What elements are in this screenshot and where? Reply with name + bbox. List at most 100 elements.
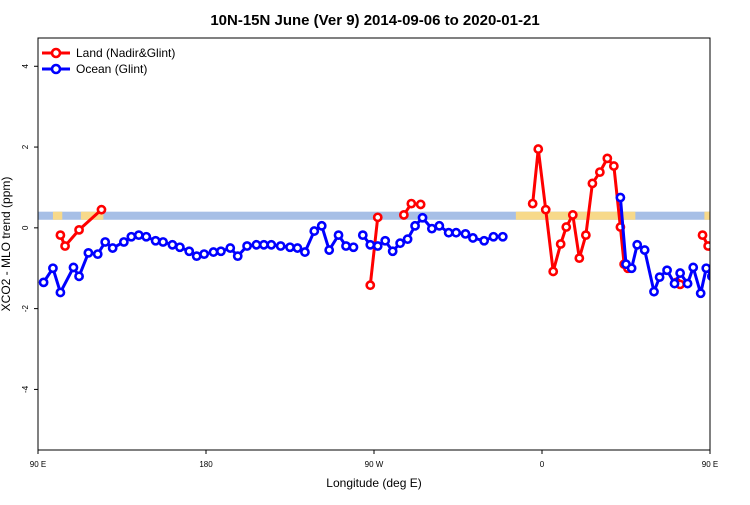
- ocean-data-point: [402, 234, 413, 245]
- y-tick-label: 4: [21, 64, 30, 69]
- ocean-data-point: [266, 239, 277, 250]
- ocean-data-point: [199, 249, 210, 259]
- ocean-data-point: [100, 237, 111, 247]
- ocean-data-point: [615, 192, 626, 203]
- ocean-data-point: [285, 242, 295, 253]
- land-data-point: [580, 230, 591, 241]
- ocean-data-point: [275, 241, 286, 251]
- ocean-data-point: [497, 231, 508, 242]
- ocean-data-point: [426, 223, 437, 234]
- ocean-data-point: [242, 241, 252, 251]
- land-data-point: [365, 280, 376, 291]
- land-data-point: [574, 253, 585, 264]
- ocean-data-point: [706, 271, 710, 281]
- ocean-data-point: [258, 239, 269, 250]
- land-data-point: [733, 206, 740, 213]
- land-data-point: [602, 153, 613, 164]
- land-data-point: [594, 167, 605, 178]
- x-tick-label: 90 E: [702, 460, 718, 469]
- ocean-data-point: [626, 263, 637, 274]
- x-tick-label: 90 E: [30, 460, 46, 469]
- coverage-band-land: [704, 211, 710, 220]
- chart-title: 10N-15N June (Ver 9) 2014-09-06 to 2020-…: [210, 12, 539, 29]
- ocean-data-point: [688, 262, 699, 273]
- land-data-point: [398, 210, 409, 220]
- ocean-series-line: [361, 216, 503, 253]
- land-data-point: [372, 212, 383, 223]
- ocean-data-point: [654, 272, 665, 283]
- x-tick-label: 180: [199, 460, 213, 469]
- ocean-data-point: [417, 212, 428, 223]
- ocean-data-point: [410, 220, 420, 231]
- ocean-data-point: [434, 220, 445, 231]
- ocean-data-point: [443, 227, 454, 238]
- ocean-data-point: [716, 249, 723, 256]
- coverage-band-land: [80, 211, 104, 220]
- ocean-data-point: [158, 237, 168, 247]
- ocean-data-point: [740, 244, 747, 251]
- ocean-data-point: [460, 229, 471, 239]
- y-axis: -4 -2 0 2 4: [21, 64, 38, 393]
- ocean-data-point: [74, 271, 84, 282]
- ocean-series-line: [618, 197, 710, 295]
- ocean-data-point: [316, 220, 327, 231]
- ocean-data-point: [701, 263, 710, 274]
- ocean-data-point: [723, 250, 730, 257]
- ocean-data-point: [733, 238, 740, 245]
- coverage-band-land: [52, 211, 63, 220]
- ocean-data-point: [662, 265, 672, 276]
- ocean-data-point: [141, 231, 152, 242]
- legend: Land (Nadir&Glint) Ocean (Glint): [42, 46, 175, 76]
- ocean-data-point: [639, 245, 650, 255]
- ocean-data-point: [184, 246, 195, 257]
- ocean-data-point: [309, 226, 320, 236]
- ocean-data-point: [669, 278, 680, 289]
- ocean-data-point: [395, 238, 406, 249]
- x-axis-label: Longitude (deg E): [326, 476, 421, 490]
- ocean-data-point: [682, 278, 693, 289]
- land-data-point: [415, 199, 426, 210]
- series-layer: [38, 144, 747, 299]
- land-data-point: [60, 241, 70, 251]
- ocean-data-point: [479, 235, 490, 246]
- x-tick-label: 90 W: [365, 460, 384, 469]
- ocean-data-point: [107, 243, 118, 253]
- y-axis-label: XCO2 - MLO trend (ppm): [0, 177, 13, 312]
- y-tick-label: 2: [21, 144, 30, 149]
- ocean-data-point: [333, 230, 344, 241]
- land-series-line: [368, 217, 380, 286]
- land-data-point: [555, 239, 566, 249]
- land-data-point: [567, 210, 578, 220]
- legend-ocean-marker: [50, 63, 62, 75]
- legend-land-label: Land (Nadir&Glint): [76, 46, 175, 60]
- ocean-data-point: [372, 241, 383, 251]
- land-data-point: [548, 266, 559, 277]
- ocean-data-point: [380, 235, 391, 246]
- ocean-data-point: [695, 288, 706, 299]
- land-data-point: [533, 144, 544, 154]
- ocean-data-point: [48, 263, 58, 274]
- ocean-data-point: [348, 242, 359, 253]
- land-data-point: [587, 178, 598, 189]
- ocean-data-point: [118, 237, 129, 247]
- legend-ocean-label: Ocean (Glint): [76, 62, 147, 76]
- ocean-data-point: [167, 239, 178, 250]
- y-tick-label: 0: [21, 225, 30, 230]
- ocean-data-point: [632, 239, 643, 250]
- ocean-data-point: [675, 268, 686, 278]
- ocean-data-point: [191, 251, 202, 262]
- ocean-data-point: [133, 230, 144, 241]
- land-data-point: [55, 230, 66, 241]
- land-data-point: [96, 204, 107, 215]
- ocean-data-point: [232, 251, 243, 262]
- x-tick-label: 0: [540, 460, 545, 469]
- land-series-line: [59, 208, 103, 248]
- ocean-data-point: [300, 247, 310, 257]
- y-tick-label: -4: [21, 385, 30, 393]
- ocean-data-point: [38, 277, 49, 288]
- ocean-data-point: [251, 239, 262, 250]
- ocean-data-point: [216, 246, 226, 257]
- ocean-data-point: [365, 239, 376, 250]
- legend-land-marker: [50, 47, 62, 59]
